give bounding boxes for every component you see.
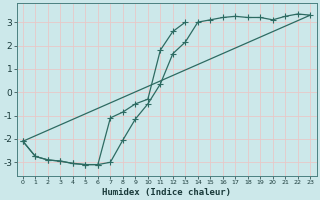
X-axis label: Humidex (Indice chaleur): Humidex (Indice chaleur) — [102, 188, 231, 197]
